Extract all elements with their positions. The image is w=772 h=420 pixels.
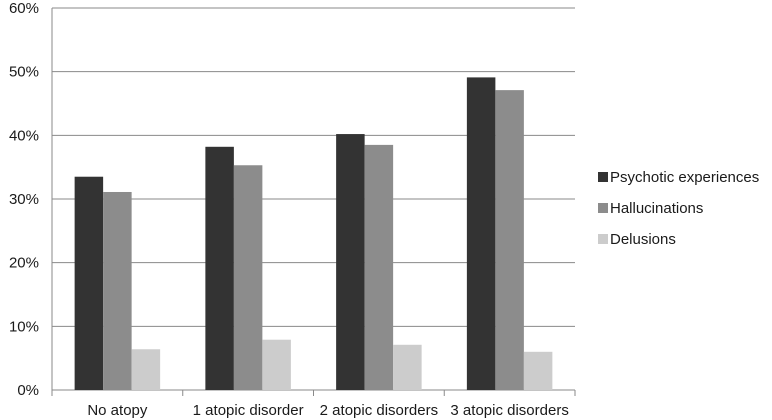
bar-delusions	[393, 344, 422, 390]
legend-label: Psychotic experiences	[610, 169, 759, 186]
bar-hallucinations	[103, 191, 132, 390]
x-category-label: 3 atopic disorders	[450, 402, 568, 419]
y-tick-label: 20%	[9, 255, 39, 272]
bar-psychotic-experiences	[205, 146, 234, 390]
bar-psychotic-experiences	[74, 176, 104, 390]
y-tick-label: 50%	[9, 64, 39, 81]
x-axis-category-labels: No atopy 1 atopic disorder 2 atopic disord…	[87, 402, 568, 419]
x-category-label: 1 atopic disorder	[193, 402, 304, 419]
legend-label: Delusions	[610, 231, 676, 248]
bar-delusions	[131, 349, 161, 390]
legend: Psychotic experiences Hallucinations Delus…	[598, 169, 759, 248]
x-category-label: No atopy	[87, 402, 148, 419]
y-tick-label: 30%	[9, 191, 39, 208]
bar-hallucinations	[495, 90, 524, 390]
y-axis-tick-labels: 0% 10% 20% 30% 40% 50% 60%	[9, 0, 39, 399]
y-tick-label: 60%	[9, 0, 39, 17]
bar-psychotic-experiences	[336, 134, 365, 390]
legend-swatch	[598, 203, 608, 213]
bar-hallucinations	[364, 144, 394, 390]
bar-hallucinations	[233, 165, 263, 390]
x-category-label: 2 atopic disorders	[320, 402, 438, 419]
legend-label: Hallucinations	[610, 200, 703, 217]
legend-swatch	[598, 234, 608, 244]
y-tick-label: 40%	[9, 127, 39, 144]
y-tick-label: 0%	[17, 382, 39, 399]
bar-delusions	[523, 351, 553, 390]
bar-psychotic-experiences	[466, 77, 496, 390]
bar-delusions	[262, 339, 291, 390]
y-tick-label: 10%	[9, 318, 39, 335]
legend-swatch	[598, 172, 608, 182]
bars	[74, 77, 553, 390]
